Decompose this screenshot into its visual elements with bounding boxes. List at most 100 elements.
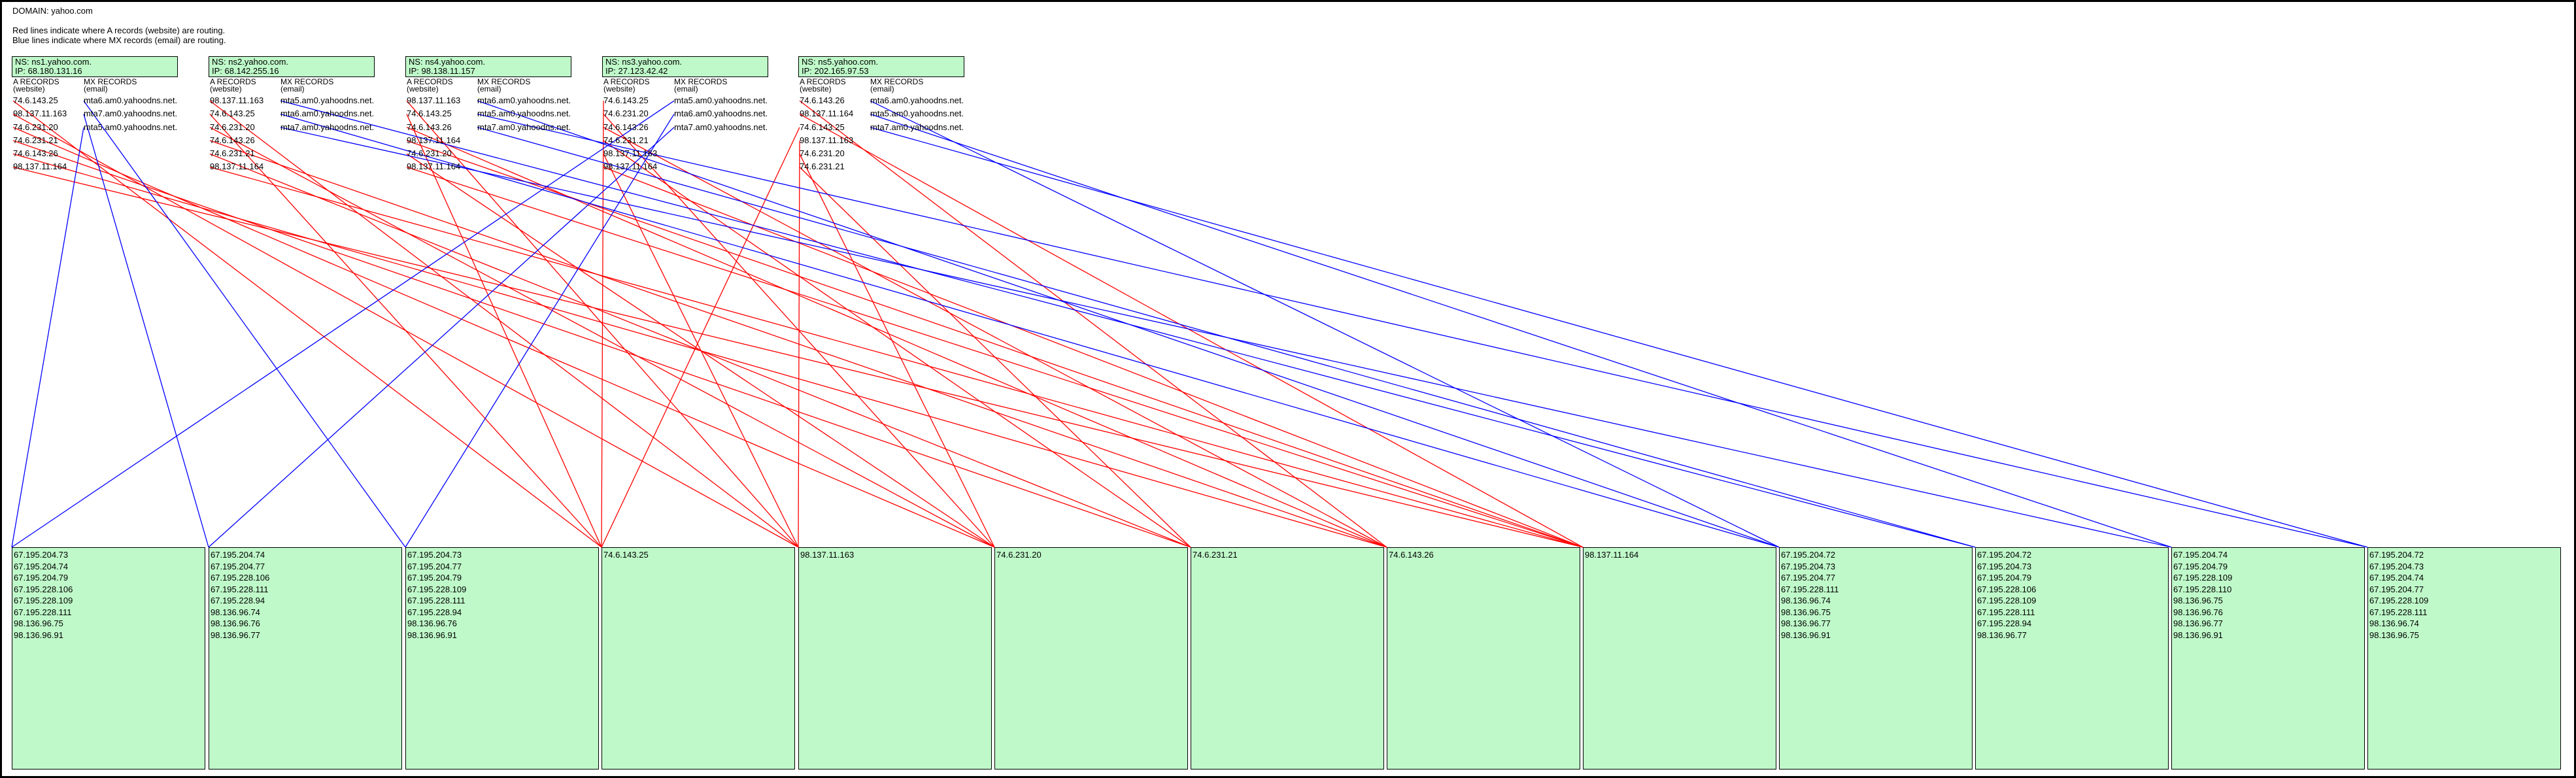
a-records-header: A RECORDS (website)	[407, 78, 475, 94]
a-record: 98.137.11.163	[210, 95, 264, 105]
a-record: 74.6.231.21	[603, 135, 649, 145]
mx-record: mta7.am0.yahoodns.net.	[870, 122, 964, 132]
destination-ip: 98.136.96.75	[14, 618, 63, 628]
destination-ip: 98.136.96.76	[2173, 607, 2223, 617]
a-record-route-line	[12, 167, 1584, 548]
mx-record-route-line	[870, 113, 2172, 548]
destination-ip: 67.195.204.73	[14, 550, 69, 560]
a-record: 98.137.11.163	[800, 135, 854, 145]
destination-ip: 67.195.228.111	[1977, 607, 2035, 617]
mx-records-column: MX RECORDS (email) mta5.am0.yahoodns.net. m…	[280, 78, 379, 134]
a-record: 74.6.231.20	[800, 148, 845, 159]
nameserver-name: NS: ns5.yahoo.com.	[802, 57, 879, 67]
mx-record: mta6.am0.yahoodns.net.	[280, 109, 375, 119]
destination-ip: 98.136.96.91	[407, 630, 457, 640]
mx-record-route-line	[870, 100, 1780, 548]
nameserver-header: NS: ns4.yahoo.com. IP: 98.138.11.157	[405, 56, 571, 77]
mx-record: mta5.am0.yahoodns.net.	[280, 95, 375, 105]
a-records-column: A RECORDS (website) 98.137.11.163 74.6.143.…	[210, 78, 278, 174]
mx-records-column: MX RECORDS (email) mta5.am0.yahoodns.net. m…	[674, 78, 772, 134]
destination-box: 74.6.143.26	[1387, 547, 1580, 770]
a-record: 74.6.143.25	[407, 109, 452, 119]
destination-ip: 67.195.204.72	[1781, 550, 1836, 560]
a-record-route-line	[209, 100, 799, 548]
a-record-route-line	[601, 127, 800, 548]
destination-ip: 67.195.204.77	[2369, 584, 2424, 594]
mx-records-subtitle: (email)	[674, 84, 698, 93]
nameserver-panel: NS: ns2.yahoo.com. IP: 68.142.255.16 A REC…	[209, 56, 385, 187]
a-records-title: A RECORDS	[800, 77, 846, 86]
nameserver-header: NS: ns1.yahoo.com. IP: 68.180.131.16	[12, 56, 178, 77]
a-record: 98.137.11.163	[13, 109, 67, 119]
destination-ip: 98.136.96.91	[14, 630, 63, 640]
destination-ip: 98.136.96.76	[211, 618, 260, 628]
destination-ip: 74.6.231.20	[996, 550, 1042, 560]
a-records-subtitle: (website)	[210, 84, 242, 93]
destination-ip: 67.195.204.79	[2173, 561, 2228, 571]
destination-box: 67.195.204.73 67.195.204.77 67.195.204.79 6…	[405, 547, 599, 770]
destination-ip: 67.195.228.94	[211, 596, 265, 605]
a-record-route-line	[209, 140, 1387, 548]
destination-ip: 98.136.96.77	[1781, 618, 1831, 628]
destination-ip: 67.195.204.74	[14, 561, 69, 571]
destination-ip: 67.195.204.77	[211, 561, 265, 571]
nameserver-panel: NS: ns4.yahoo.com. IP: 98.138.11.157 A REC…	[405, 56, 582, 187]
destination-box: 67.195.204.74 67.195.204.79 67.195.228.109…	[2171, 547, 2365, 770]
destination-ip: 67.195.228.111	[407, 596, 466, 605]
a-record-route-line	[209, 167, 1584, 548]
destination-ip: 67.195.228.94	[407, 607, 462, 617]
a-record: 74.6.143.25	[13, 95, 58, 105]
nameserver-panel: NS: ns3.yahoo.com. IP: 27.123.42.42 A RECO…	[602, 56, 779, 187]
destination-ip: 98.137.11.164	[1585, 550, 1639, 560]
mx-record: mta6.am0.yahoodns.net.	[870, 95, 964, 105]
destination-ip: 98.136.96.76	[407, 618, 457, 628]
destination-ip: 67.195.204.72	[2369, 550, 2424, 560]
nameserver-header: NS: ns3.yahoo.com. IP: 27.123.42.42	[602, 56, 768, 77]
destination-ip: 67.195.228.111	[1781, 584, 1839, 594]
legend-blue-text: Blue lines indicate where MX records (em…	[12, 35, 226, 45]
destination-ip: 67.195.204.77	[407, 561, 462, 571]
destination-ip: 67.195.204.73	[1781, 561, 1836, 571]
destination-ip: 67.195.204.79	[14, 573, 69, 583]
a-record-route-line	[406, 127, 1387, 548]
nameserver-name: NS: ns1.yahoo.com.	[15, 57, 92, 67]
destination-box: 98.137.11.164	[1583, 547, 1776, 770]
mx-records-header: MX RECORDS (email)	[870, 78, 968, 94]
nameserver-panel: NS: ns5.yahoo.com. IP: 202.165.97.53 A REC…	[798, 56, 975, 187]
a-record-route-line	[799, 154, 995, 548]
mx-record-route-line	[83, 114, 209, 548]
mx-records-column: MX RECORDS (email) mta6.am0.yahoodns.net. m…	[870, 78, 968, 134]
mx-record-route-line	[477, 113, 2368, 548]
a-records-subtitle: (website)	[603, 84, 636, 93]
a-records-subtitle: (website)	[407, 84, 439, 93]
a-records-header: A RECORDS (website)	[800, 78, 868, 94]
a-records-title: A RECORDS	[13, 77, 59, 86]
mx-record: mta7.am0.yahoodns.net.	[84, 109, 178, 119]
destination-ip: 98.136.96.75	[1781, 607, 1831, 617]
mx-records-subtitle: (email)	[84, 84, 108, 93]
destination-ip: 67.195.228.106	[211, 573, 270, 583]
destination-ip: 67.195.204.73	[1977, 561, 2032, 571]
a-record: 74.6.231.21	[13, 135, 58, 145]
a-records-header: A RECORDS (website)	[603, 78, 671, 94]
destination-ip: 98.136.96.74	[211, 607, 260, 617]
destination-box: 67.195.204.72 67.195.204.73 67.195.204.74 6…	[2367, 547, 2561, 770]
nameserver-header: NS: ns5.yahoo.com. IP: 202.165.97.53	[798, 56, 964, 77]
destination-ip: 67.195.204.74	[2369, 573, 2424, 583]
a-records-title: A RECORDS	[407, 77, 453, 86]
mx-records-title: MX RECORDS	[84, 77, 137, 86]
destination-ip: 67.195.204.79	[407, 573, 462, 583]
a-record: 98.137.11.163	[603, 148, 658, 159]
a-record: 98.137.11.164	[407, 161, 461, 172]
destination-ip: 98.136.96.77	[2173, 618, 2223, 628]
mx-records-header: MX RECORDS (email)	[477, 78, 575, 94]
a-record-route-line	[601, 101, 604, 548]
mx-records-header: MX RECORDS (email)	[674, 78, 772, 94]
destination-ip: 67.195.204.73	[2369, 561, 2424, 571]
destination-box: 67.195.204.72 67.195.204.73 67.195.204.77 6…	[1779, 547, 1973, 770]
a-record: 74.6.143.26	[407, 122, 452, 132]
destination-ip: 67.195.204.79	[1977, 573, 2032, 583]
destination-ip: 67.195.228.110	[2173, 584, 2232, 594]
destination-ip: 67.195.204.77	[1781, 573, 1836, 583]
destination-box: 74.6.231.21	[1191, 547, 1384, 770]
